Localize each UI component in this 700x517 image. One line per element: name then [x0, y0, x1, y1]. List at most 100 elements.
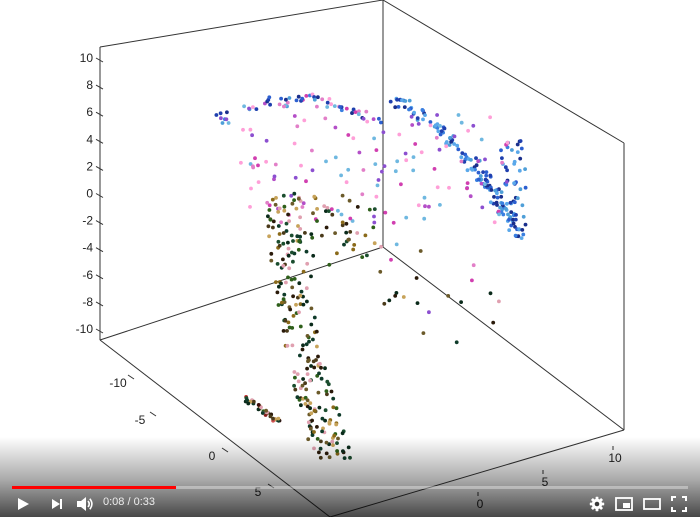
data-point	[265, 200, 270, 205]
data-point	[470, 168, 475, 172]
data-point	[344, 221, 349, 226]
progress-played	[12, 486, 176, 489]
data-point	[514, 213, 518, 217]
data-point	[339, 108, 344, 113]
data-point	[519, 236, 524, 241]
data-point	[492, 220, 497, 225]
z-tick-label-mark	[95, 138, 104, 144]
data-point	[271, 416, 275, 421]
data-point	[439, 129, 444, 134]
data-point	[284, 229, 289, 233]
data-point	[267, 203, 272, 208]
data-point	[305, 366, 309, 371]
data-point	[365, 253, 369, 258]
data-point	[492, 195, 496, 199]
data-point	[248, 162, 253, 166]
data-point	[295, 395, 300, 400]
progress-bar[interactable]	[12, 486, 688, 489]
data-point	[416, 203, 421, 208]
data-point	[298, 215, 302, 220]
z-tick-label: 6	[86, 105, 93, 119]
z-tick-label: 2	[86, 159, 93, 173]
fullscreen-button[interactable]	[668, 490, 690, 517]
data-point	[395, 97, 399, 102]
data-point	[418, 249, 423, 253]
miniplayer-button[interactable]	[613, 490, 635, 517]
data-point	[336, 208, 340, 213]
data-point	[297, 310, 301, 315]
data-point	[293, 375, 297, 380]
data-point	[500, 156, 504, 161]
data-point	[414, 276, 419, 280]
data-point	[371, 225, 376, 230]
data-point	[438, 132, 443, 137]
data-point	[288, 307, 293, 312]
data-point	[462, 160, 467, 164]
data-point	[269, 258, 274, 263]
data-point	[421, 331, 426, 335]
data-point	[301, 377, 305, 381]
data-point	[471, 123, 476, 128]
data-point	[348, 230, 353, 234]
data-point	[270, 197, 275, 202]
data-point	[518, 156, 523, 161]
data-point	[365, 119, 370, 124]
data-point	[291, 294, 295, 299]
data-point	[342, 242, 346, 247]
data-point	[374, 148, 379, 153]
data-point	[301, 201, 306, 206]
data-point	[283, 318, 288, 323]
data-point	[480, 205, 485, 210]
data-point	[332, 433, 337, 438]
data-point	[317, 450, 321, 455]
data-point	[248, 205, 252, 209]
data-point	[276, 416, 281, 421]
data-point	[290, 250, 294, 255]
data-point	[364, 109, 369, 114]
data-point	[465, 181, 470, 186]
data-point	[286, 212, 290, 217]
data-point	[449, 140, 453, 144]
data-point	[271, 219, 276, 224]
data-point	[298, 227, 303, 231]
volume-button[interactable]	[72, 490, 98, 517]
theater-mode-button[interactable]	[640, 490, 664, 517]
data-point	[454, 340, 459, 345]
data-point	[219, 116, 223, 121]
data-point	[381, 130, 386, 135]
data-point	[266, 214, 270, 219]
data-point	[324, 440, 329, 445]
data-point	[495, 195, 500, 200]
data-point	[314, 329, 319, 334]
data-point	[325, 392, 329, 397]
data-point	[287, 266, 292, 271]
data-point	[324, 159, 328, 164]
data-point	[324, 225, 329, 230]
settings-button[interactable]	[586, 490, 608, 517]
data-point	[456, 147, 461, 152]
data-point	[279, 281, 283, 286]
data-point	[379, 120, 383, 125]
data-point	[498, 205, 502, 210]
data-point	[519, 146, 524, 151]
data-point	[380, 169, 384, 174]
z-tick-label: -4	[82, 241, 93, 255]
data-point	[251, 399, 256, 404]
data-point	[291, 239, 295, 243]
data-point	[483, 157, 487, 162]
data-point	[289, 233, 294, 238]
data-point	[474, 163, 479, 168]
x-tick-label: 10	[608, 451, 622, 465]
data-point	[319, 439, 323, 444]
play-button[interactable]	[10, 490, 36, 517]
data-point	[460, 151, 465, 156]
next-button[interactable]	[44, 490, 70, 517]
data-point	[327, 420, 332, 425]
data-point	[484, 173, 489, 178]
data-point	[295, 124, 300, 129]
data-point	[511, 221, 516, 226]
data-point	[292, 370, 297, 374]
data-point	[459, 155, 464, 160]
data-point	[298, 234, 302, 239]
